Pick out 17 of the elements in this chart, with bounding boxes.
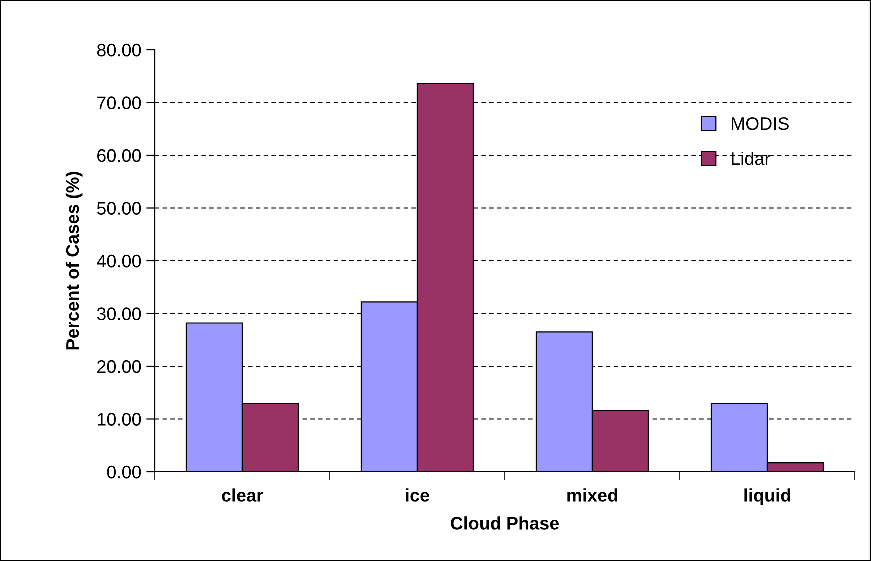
y-tick-label: 60.00 xyxy=(98,149,142,162)
legend-label: Lidar xyxy=(732,152,770,166)
legend-label: MODIS xyxy=(732,117,789,130)
y-tick-label: 70.00 xyxy=(98,96,142,110)
y-tick-label: 30.00 xyxy=(97,308,142,320)
y-tick-label: 20.00 xyxy=(98,360,142,374)
x-tick-label: ice xyxy=(406,488,430,502)
x-axis-title: Cloud Phase xyxy=(451,516,560,530)
y-axis-title: Percent of Cases (%) xyxy=(66,172,83,350)
x-tick-label: mixed xyxy=(568,488,618,502)
y-tick-label: 10.00 xyxy=(98,413,142,426)
y-tick-label: 80.00 xyxy=(97,44,142,57)
y-tick-label: 40.00 xyxy=(97,254,142,268)
y-tick-label: 0.00 xyxy=(107,466,142,479)
y-tick-label: 50.00 xyxy=(97,202,142,215)
x-tick-label: liquid xyxy=(744,488,790,506)
x-tick-label: clear xyxy=(222,488,264,502)
